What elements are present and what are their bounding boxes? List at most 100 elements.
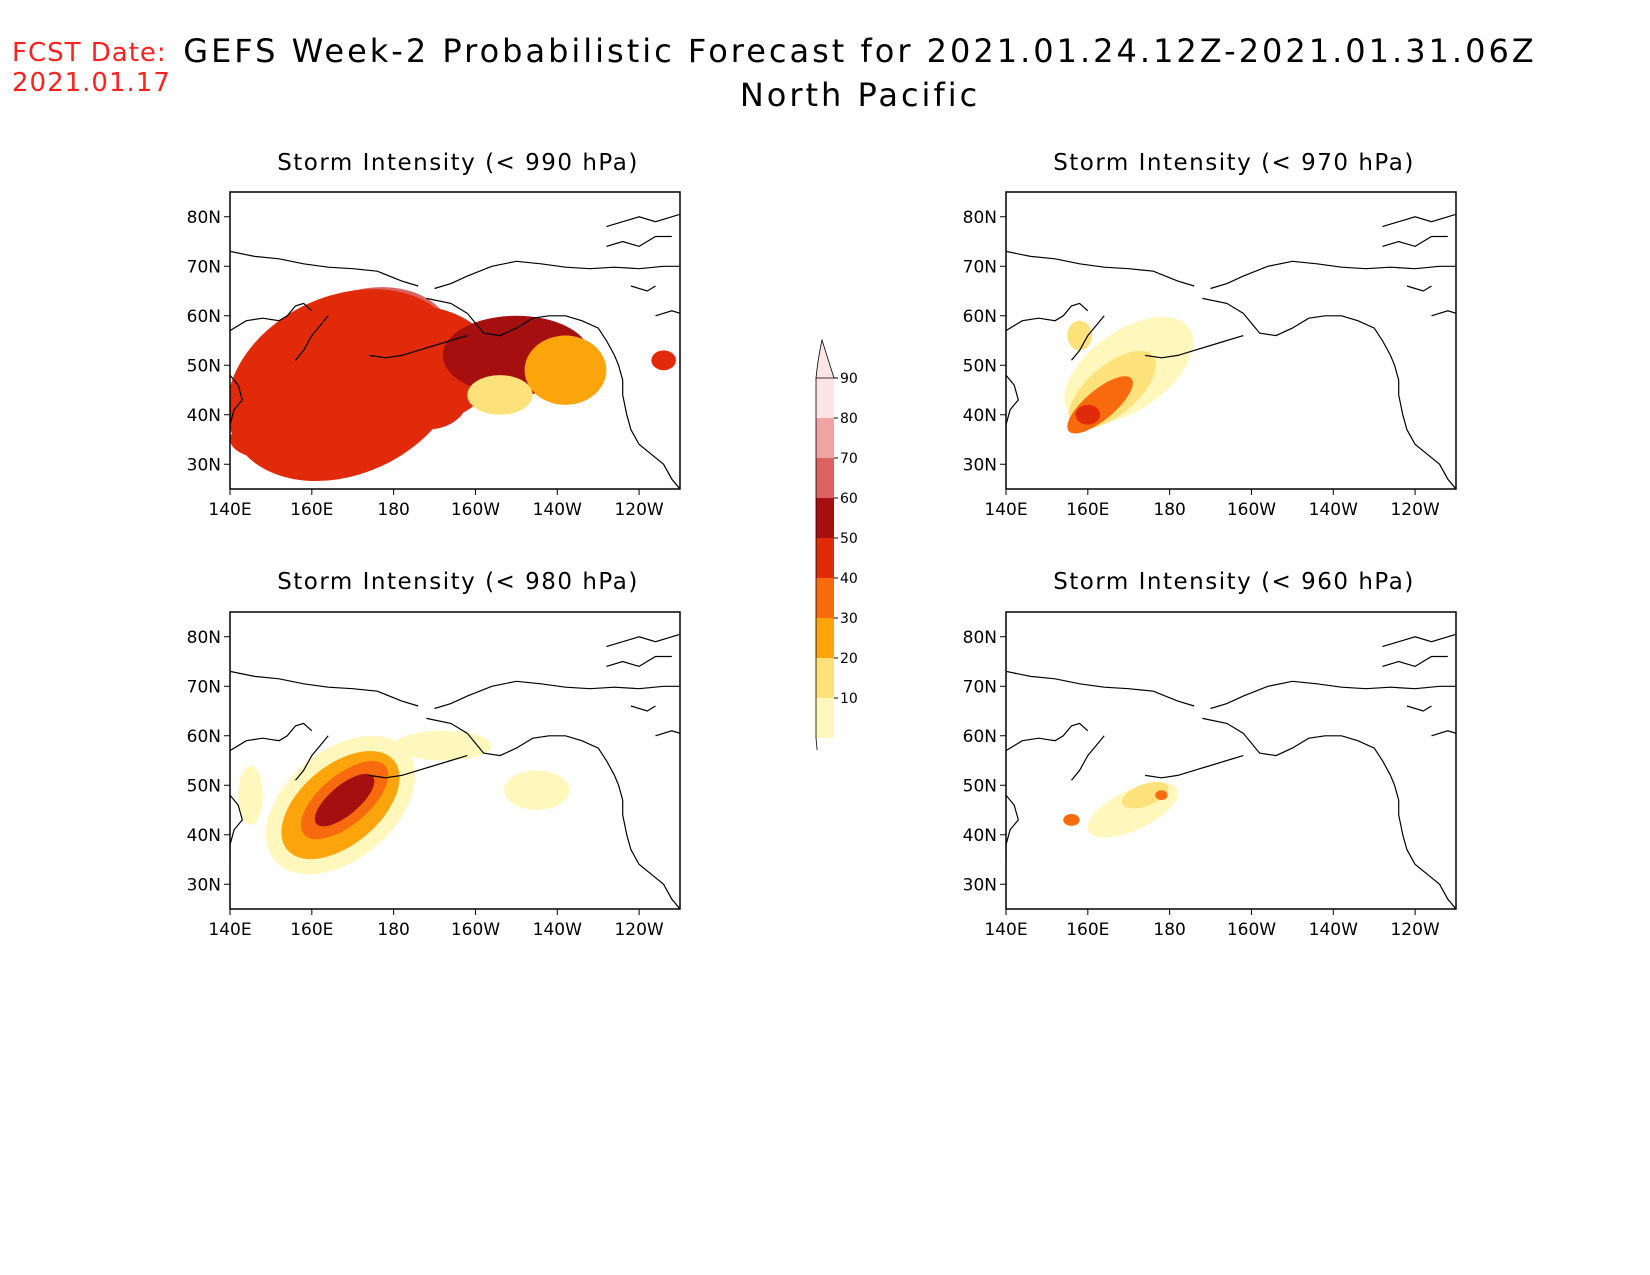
- x-tick-label: 160W: [451, 500, 500, 520]
- coastline: [630, 705, 656, 712]
- y-tick-label: 40N: [187, 406, 221, 426]
- probability-area: [385, 370, 468, 430]
- colorbar-label: 10: [840, 691, 858, 707]
- coastline: [295, 315, 329, 361]
- coastline: [1210, 680, 1456, 710]
- colorbar-swatch: [816, 458, 834, 498]
- colorbar-label: 20: [840, 651, 858, 667]
- map-panel-990: 140E 160E 180 160W 140W 120W 80N 70N 60N 50N 40N 30…: [187, 191, 681, 520]
- coastline: [230, 250, 419, 287]
- colorbar-swatch: [816, 498, 834, 538]
- probability-area: [524, 335, 607, 405]
- y-tick-label: 50N: [963, 356, 997, 376]
- colorbar-swatch: [816, 378, 834, 418]
- y-tick-label: 30N: [187, 875, 221, 895]
- map-panel-970: 140E 160E 180 160W 140W 120W 80N 70N 60N 50N 40N 30…: [963, 191, 1457, 520]
- probability-area: [1063, 813, 1080, 826]
- colorbar-label: 60: [840, 491, 858, 507]
- x-tick-label: 120W: [614, 920, 663, 940]
- region-title: North Pacific: [739, 76, 981, 114]
- x-tick-label: 180: [1153, 920, 1185, 940]
- coastline: [606, 633, 680, 648]
- coastline: [1006, 670, 1195, 707]
- coastline: [1210, 260, 1456, 290]
- colorbar-swatch: [816, 578, 834, 618]
- probability-area: [238, 765, 263, 825]
- coastline: [230, 722, 313, 752]
- probability-area: [1067, 320, 1092, 351]
- colorbar-label: 70: [840, 451, 858, 467]
- y-tick-label: 70N: [187, 677, 221, 697]
- coastline: [1382, 633, 1456, 648]
- map-frame: [229, 191, 681, 490]
- y-tick-label: 60N: [187, 307, 221, 327]
- probability-area: [467, 375, 533, 415]
- x-tick-label: 140E: [208, 500, 251, 520]
- x-tick-label: 140E: [208, 920, 251, 940]
- x-tick-label: 120W: [1390, 500, 1439, 520]
- x-tick-label: 140W: [533, 500, 582, 520]
- y-tick-label: 80N: [187, 208, 221, 228]
- panel-title-970: Storm Intensity (< 970 hPa): [1053, 150, 1415, 176]
- map-panel-960: 140E 160E 180 160W 140W 120W 80N 70N 60N 50N 40N 30…: [963, 611, 1457, 940]
- coastline: [655, 310, 680, 317]
- x-tick-label: 140W: [1309, 500, 1358, 520]
- x-tick-label: 180: [377, 920, 409, 940]
- coastline: [230, 374, 243, 440]
- probability-field: [1006, 633, 1456, 909]
- probability-field: [230, 213, 680, 489]
- colorbar-label: 30: [840, 611, 858, 627]
- probability-area: [230, 419, 312, 460]
- coastline: [1006, 722, 1089, 752]
- y-tick-label: 80N: [963, 628, 997, 648]
- probability-area: [1087, 782, 1179, 838]
- coastline: [434, 260, 680, 290]
- coastline: [369, 755, 468, 779]
- coastline: [1406, 285, 1432, 292]
- probability-area: [314, 773, 375, 827]
- x-tick-label: 120W: [1390, 920, 1439, 940]
- y-tick-label: 50N: [963, 776, 997, 796]
- panel-title-980: Storm Intensity (< 980 hPa): [277, 569, 639, 595]
- y-tick-label: 80N: [187, 628, 221, 648]
- coastline: [369, 335, 468, 359]
- y-tick-label: 60N: [187, 727, 221, 747]
- x-tick-label: 140W: [1309, 920, 1358, 940]
- coastline: [1202, 717, 1456, 909]
- x-tick-label: 160W: [1227, 920, 1276, 940]
- coastline: [230, 302, 313, 332]
- coastline: [1431, 310, 1456, 317]
- colorbar-label: 80: [840, 411, 858, 427]
- x-tick-label: 180: [377, 500, 409, 520]
- x-tick-label: 160W: [1227, 500, 1276, 520]
- y-tick-label: 30N: [963, 875, 997, 895]
- x-tick-label: 120W: [614, 500, 663, 520]
- probability-area: [651, 350, 676, 371]
- map-frame: [229, 611, 681, 910]
- colorbar-top-tip: [815, 338, 835, 379]
- colorbar-swatch: [816, 418, 834, 458]
- coastline: [606, 235, 672, 248]
- x-tick-label: 180: [1153, 500, 1185, 520]
- probability-field: [230, 633, 680, 909]
- coastline: [1145, 755, 1244, 779]
- coastline: [426, 717, 680, 909]
- y-tick-label: 40N: [187, 826, 221, 846]
- coastline: [630, 285, 656, 292]
- coastline: [1382, 235, 1448, 248]
- colorbar-label: 90: [840, 371, 858, 387]
- x-tick-label: 140E: [984, 500, 1027, 520]
- y-tick-label: 60N: [963, 307, 997, 327]
- colorbar-label: 50: [840, 531, 858, 547]
- forecast-date-block: FCST Date: 2021.01.17: [12, 38, 171, 98]
- y-tick-label: 30N: [963, 455, 997, 475]
- coastline: [655, 730, 680, 737]
- colorbar-swatch: [816, 618, 834, 658]
- x-tick-label: 140E: [984, 920, 1027, 940]
- coastline: [1382, 213, 1456, 228]
- colorbar-swatch: [816, 698, 834, 738]
- y-tick-label: 70N: [187, 257, 221, 277]
- coastline: [1006, 302, 1089, 332]
- x-tick-label: 160E: [290, 500, 333, 520]
- y-tick-label: 50N: [187, 356, 221, 376]
